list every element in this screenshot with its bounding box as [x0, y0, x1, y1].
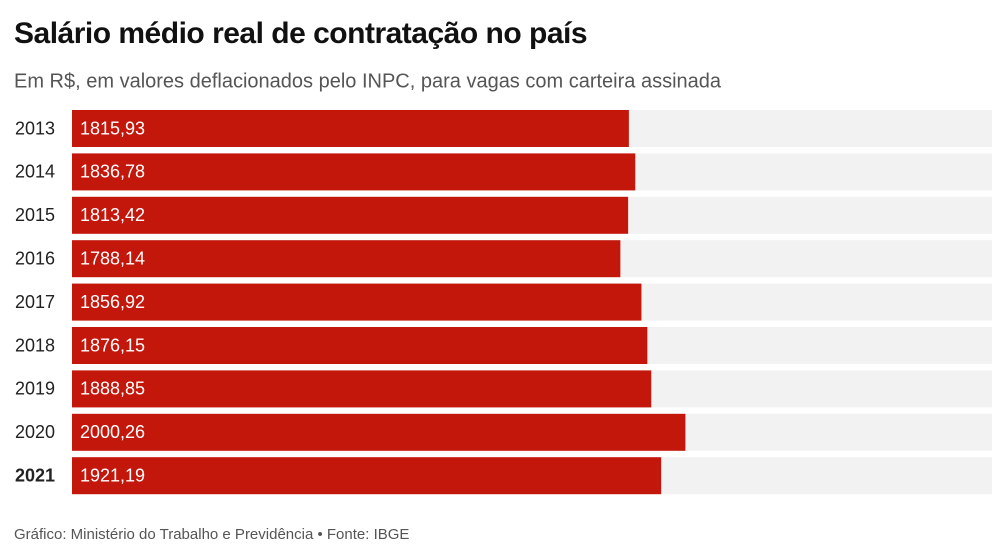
bar	[72, 110, 629, 147]
bar	[72, 153, 636, 191]
value-label: 1815,93	[80, 118, 145, 138]
value-label: 2000,26	[80, 422, 145, 442]
bar	[72, 240, 621, 278]
y-tick-label: 2018	[15, 335, 55, 355]
y-tick-label: 2013	[15, 118, 55, 138]
value-label: 1856,92	[80, 292, 145, 312]
value-label: 1788,14	[80, 248, 145, 268]
value-label: 1876,15	[80, 335, 145, 355]
y-tick-label: 2020	[15, 422, 55, 442]
chart-subtitle: Em R$, em valores deflacionados pelo INP…	[14, 70, 722, 92]
value-label: 1888,85	[80, 379, 145, 399]
source: Gráfico: Ministério do Trabalho e Previd…	[14, 526, 409, 543]
y-tick-label: 2015	[15, 205, 55, 225]
value-label: 1813,42	[80, 205, 145, 225]
y-tick-label: 2016	[15, 248, 55, 268]
y-tick-label: 2019	[15, 379, 55, 399]
y-tick-label: 2017	[15, 292, 55, 312]
value-label: 1836,78	[80, 162, 145, 182]
chart-title: Salário médio real de contratação no paí…	[14, 17, 587, 50]
bar	[72, 283, 642, 321]
bar	[72, 196, 629, 234]
y-tick-label: 2021	[15, 465, 55, 485]
bar	[72, 457, 662, 495]
bar	[72, 413, 686, 451]
bar	[72, 370, 652, 408]
bar	[72, 327, 648, 364]
value-label: 1921,19	[80, 465, 145, 485]
y-tick-label: 2014	[15, 162, 55, 182]
